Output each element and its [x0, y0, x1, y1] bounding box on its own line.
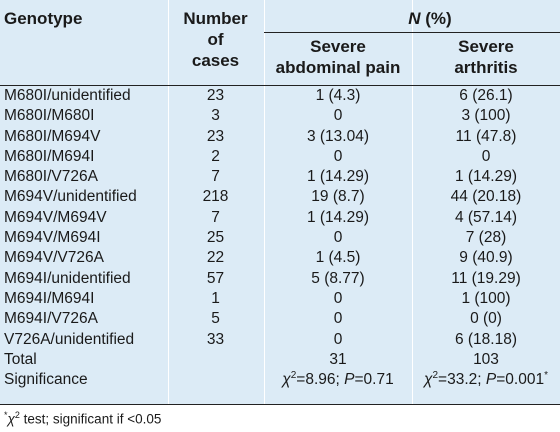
table-row: M694I/M694I 1 0 1 (100)	[0, 289, 560, 309]
cell-abdominal-pain: 1 (4.5)	[315, 249, 361, 267]
cell-abdominal-pain: 31	[329, 350, 347, 368]
header-n-percent: N (%)	[408, 9, 452, 28]
cell-genotype: M680I/V726A	[4, 168, 98, 186]
table-row: M680I/V726A 7 1 (14.29) 1 (14.29)	[0, 167, 560, 187]
cell-genotype: M694I/V726A	[4, 310, 98, 328]
cell-arthritis: 44 (20.18)	[450, 188, 522, 206]
significance-pain: χ2=8.96; P=0.71	[282, 370, 394, 389]
cell-genotype: M694V/M694V	[4, 208, 107, 226]
cell-abdominal-pain: 0	[333, 330, 343, 348]
cell-arthritis: 103	[473, 350, 499, 368]
cell-genotype: M694V/V726A	[4, 249, 104, 267]
cell-cases: 33	[206, 330, 225, 348]
cell-genotype: M680I/M694V	[4, 127, 101, 145]
cell-cases: 25	[206, 229, 225, 247]
cell-arthritis: 11 (19.29)	[451, 269, 521, 287]
cell-abdominal-pain: 1 (14.29)	[306, 208, 370, 226]
cell-abdominal-pain: 0	[333, 289, 343, 307]
significance-label: Significance	[4, 371, 88, 389]
table-row: M694V/M694I 25 0 7 (28)	[0, 228, 560, 248]
table-footnote: *χ2 test; significant if <0.05	[4, 410, 162, 427]
cell-genotype: M694I/M694I	[4, 289, 95, 307]
cell-abdominal-pain: 0	[333, 107, 343, 125]
cell-cases: 7	[211, 168, 220, 186]
cell-arthritis: 3 (100)	[461, 107, 511, 125]
table-row: M680I/M694V 23 3 (13.04) 11 (47.8)	[0, 127, 560, 147]
cell-arthritis: 6 (18.18)	[454, 330, 518, 348]
table-row: V726A/unidentified 33 0 6 (18.18)	[0, 330, 560, 350]
cell-cases: 2	[211, 147, 220, 165]
table-bottom-rule	[0, 404, 560, 405]
cell-abdominal-pain: 3 (13.04)	[306, 127, 370, 145]
cell-genotype: M680I/unidentified	[4, 87, 131, 104]
cell-abdominal-pain: 0	[333, 147, 343, 165]
cell-genotype: M694V/M694I	[4, 229, 101, 247]
cell-genotype: M680I/M694I	[4, 147, 95, 165]
table-row: M680I/unidentified 23 1 (4.3) 6 (26.1)	[0, 86, 560, 106]
cell-abdominal-pain: 0	[333, 229, 343, 247]
cell-arthritis: 4 (57.14)	[454, 208, 518, 226]
header-divider	[264, 32, 560, 33]
header-severe-arthritis: Severe arthritis	[454, 37, 518, 77]
header-genotype: Genotype	[4, 9, 83, 28]
cell-arthritis: 7 (28)	[465, 229, 507, 247]
header-severe-abdominal-pain: Severe abdominal pain	[275, 37, 401, 77]
cell-cases: 218	[202, 188, 229, 206]
cell-cases: 22	[206, 249, 225, 267]
cell-genotype: M680I/M680I	[4, 107, 95, 125]
cell-abdominal-pain: 1 (14.29)	[306, 168, 370, 186]
column-divider	[168, 0, 169, 405]
table-row: M694V/unidentified 218 19 (8.7) 44 (20.18)	[0, 187, 560, 207]
table-body: M680I/unidentified 23 1 (4.3) 6 (26.1) M680I…	[0, 86, 560, 370]
table-row: M680I/M694I 2 0 0	[0, 147, 560, 167]
cell-abdominal-pain: 5 (8.77)	[311, 269, 365, 287]
cell-abdominal-pain: 19 (8.7)	[311, 188, 365, 206]
cell-cases: 1	[211, 289, 220, 307]
cell-arthritis: 1 (100)	[461, 289, 511, 307]
table-row: M694I/unidentified 57 5 (8.77) 11 (19.29)	[0, 269, 560, 289]
cell-genotype: Total	[4, 350, 37, 368]
table-row: M694I/V726A 5 0 0 (0)	[0, 309, 560, 329]
cell-cases: 23	[206, 87, 225, 104]
column-divider	[264, 0, 265, 405]
cell-arthritis: 6 (26.1)	[459, 87, 513, 104]
cell-arthritis: 9 (40.9)	[459, 249, 513, 267]
cell-abdominal-pain: 0	[333, 310, 343, 328]
table-row: Total 31 103	[0, 350, 560, 370]
cell-arthritis: 11 (47.8)	[455, 127, 517, 145]
cell-cases: 23	[206, 127, 225, 145]
data-table: Genotype Number of cases N (%) Severe ab…	[0, 0, 560, 405]
significance-arthritis: χ2=33.2; P=0.001*	[424, 370, 548, 389]
column-divider	[412, 0, 413, 405]
cell-cases: 5	[211, 310, 220, 328]
header-rule	[0, 85, 560, 86]
cell-genotype: V726A/unidentified	[4, 330, 135, 348]
significance-row: Significance χ2=8.96; P=0.71 χ2=33.2; P=…	[0, 370, 560, 390]
cell-genotype: M694I/unidentified	[4, 269, 131, 287]
header-number-of-cases: Number of cases	[183, 9, 248, 70]
cell-genotype: M694V/unidentified	[4, 188, 137, 206]
cell-arthritis: 0	[481, 147, 491, 165]
table-row: M694V/V726A 22 1 (4.5) 9 (40.9)	[0, 248, 560, 268]
cell-cases: 3	[211, 107, 220, 125]
cell-cases: 7	[211, 208, 220, 226]
cell-arthritis: 1 (14.29)	[454, 168, 518, 186]
table-row: M680I/M680I 3 0 3 (100)	[0, 106, 560, 126]
cell-abdominal-pain: 1 (4.3)	[315, 87, 361, 104]
cell-cases: 57	[206, 269, 225, 287]
table-row: M694V/M694V 7 1 (14.29) 4 (57.14)	[0, 208, 560, 228]
table-header: Genotype Number of cases N (%) Severe ab…	[0, 4, 560, 86]
cell-arthritis: 0 (0)	[470, 310, 502, 328]
